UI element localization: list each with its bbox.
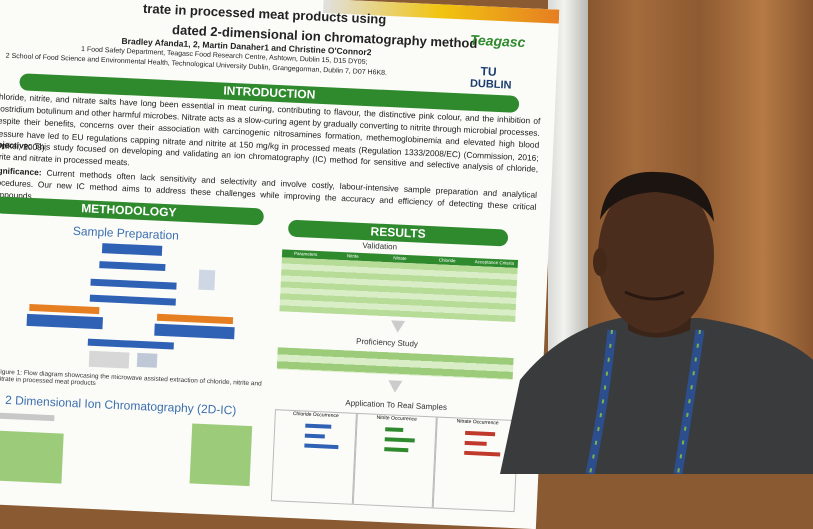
lanyard-pattern xyxy=(589,329,613,474)
ear xyxy=(593,248,607,276)
person xyxy=(500,171,813,474)
hair xyxy=(600,171,714,222)
mouth xyxy=(624,290,685,301)
sweater xyxy=(500,318,813,474)
lanyard-pattern xyxy=(677,329,701,474)
